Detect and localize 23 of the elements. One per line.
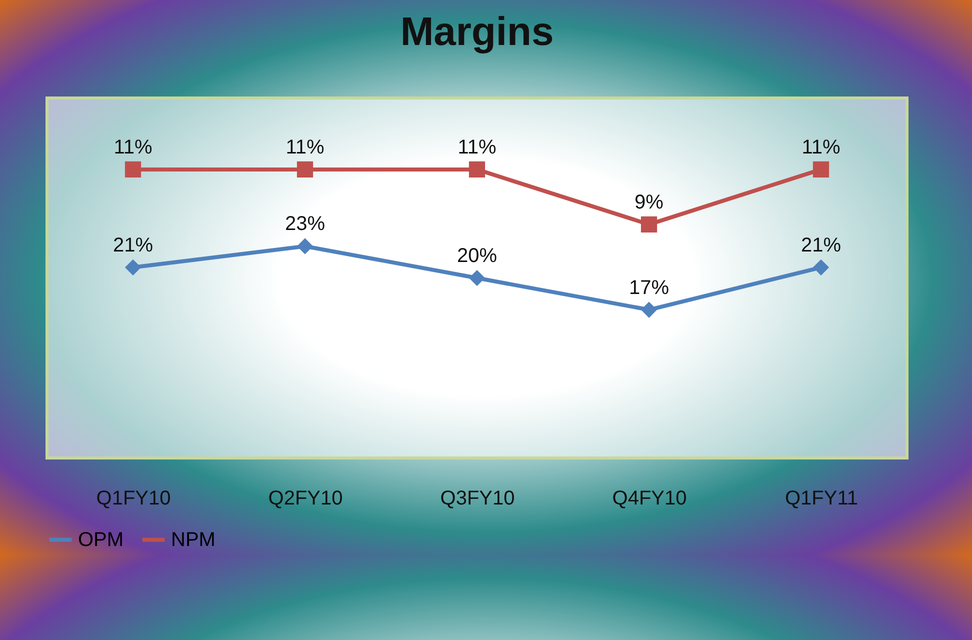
data-label: 11% (458, 136, 496, 158)
x-tick-label: Q3FY10 (440, 488, 515, 510)
x-tick-label: Q1FY10 (96, 488, 171, 510)
legend-label: NPM (171, 528, 216, 551)
legend-label: OPM (78, 528, 124, 551)
data-label: 11% (286, 136, 324, 158)
data-label: 11% (114, 136, 152, 158)
point (812, 259, 830, 276)
point (640, 302, 658, 318)
point (468, 270, 486, 286)
x-tick-label: Q2FY10 (268, 488, 343, 510)
point (124, 259, 142, 276)
data-label: 20% (456, 245, 498, 267)
data-label: 21% (112, 234, 154, 256)
point (296, 238, 314, 254)
data-label: 11% (802, 136, 840, 158)
data-label: 23% (284, 213, 326, 236)
data-label: 17% (628, 276, 670, 299)
data-label: 9% (634, 191, 664, 214)
chart-title: Margins (400, 10, 554, 54)
x-tick-label: Q1FY11 (785, 488, 858, 510)
x-tick-label: Q4FY10 (612, 488, 687, 510)
data-label: 21% (800, 234, 842, 256)
